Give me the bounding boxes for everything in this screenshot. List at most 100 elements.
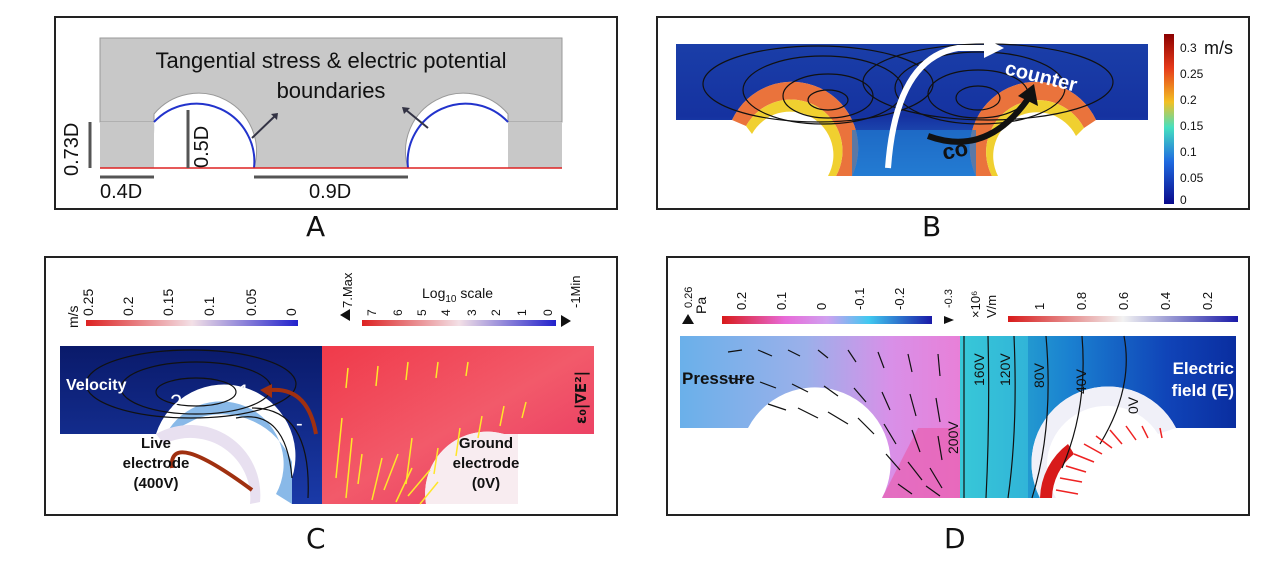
minus-sign: -: [296, 413, 303, 435]
pointer-arrowhead-left: [271, 113, 278, 120]
cb-tick-5: 0.05: [1180, 171, 1204, 185]
right-electrode-arc: [406, 102, 509, 169]
counter-arrow: [885, 45, 988, 169]
contour-2: 120V: [997, 353, 1013, 386]
ground-line3: (0V): [472, 475, 500, 492]
log-tick-7: 0: [541, 309, 555, 316]
ef-tick-1: 0.8: [1074, 292, 1089, 310]
left-hotspot: [732, 81, 859, 176]
panel-c: m/s 0.25 0.2 0.15 0.1 0.05 0 7.Max Log10…: [44, 256, 618, 516]
pressure-max-marker: [682, 314, 694, 324]
min-marker: [561, 315, 571, 327]
panel-a-label: A: [306, 210, 326, 243]
cb-tick-6: 0: [1180, 193, 1187, 207]
num-1: 1: [238, 380, 250, 405]
vel-unit: m/s: [65, 305, 81, 328]
cb-tick-3: 0.15: [1180, 119, 1204, 133]
field-high-zone: [960, 336, 1028, 498]
pressure-max: 0.26: [683, 287, 695, 308]
field-region: [960, 336, 1236, 498]
live-electrode-band: [156, 424, 261, 504]
velocity-field: [60, 346, 322, 504]
log-tick-3: 4: [439, 309, 453, 316]
panel-d-plot: 0.26 Pa 0.2 0.1 0 -0.1 -0.2 -0.3 ×10⁶ V/…: [680, 287, 1238, 499]
ef-tick-0: 1: [1032, 303, 1047, 310]
log-tick-6: 1: [515, 309, 529, 316]
right-lower-block: [508, 122, 562, 168]
field-symbol: ε₀|∇E²|: [572, 371, 591, 424]
velocity-near-electrode: [166, 401, 292, 504]
vel-tick-0: 0.25: [80, 289, 96, 316]
vel-tick-2: 0.15: [160, 289, 176, 316]
pr-tick-2: 0: [814, 303, 829, 310]
pointer-arrowhead-right: [402, 107, 410, 114]
log-tick-0: 7: [365, 309, 379, 316]
e-field-region: [322, 346, 594, 504]
log-tick-2: 5: [415, 309, 429, 316]
cb-tick-4: 0.1: [1180, 145, 1197, 159]
field-step-cut: [1176, 428, 1236, 438]
panel-d-label: D: [944, 522, 966, 555]
vel-tick-3: 0.1: [201, 296, 217, 316]
contour-5: 0V: [1125, 396, 1141, 414]
panel-a-geometry: Tangential stress & electric potential b…: [61, 37, 563, 203]
log-scale-label: Log10 scale: [422, 285, 493, 305]
log-tick-4: 3: [465, 309, 479, 316]
velocity-label: Velocity: [66, 377, 127, 394]
pointer-arrow-right: [405, 109, 429, 129]
live-line3: (400V): [133, 475, 178, 492]
dim-step-label: 0.4D: [100, 181, 142, 203]
right-hotspot: [969, 81, 1096, 176]
num-2: 2: [170, 390, 182, 415]
log-tick-5: 2: [489, 309, 503, 316]
min-label: -1Min: [568, 275, 583, 308]
cb-tick-0: 0.3: [1180, 41, 1197, 55]
pressure-unit: Pa: [693, 297, 709, 314]
contour-0: 200V: [945, 421, 961, 454]
live-line2: electrode: [123, 455, 190, 472]
vel-tick-5: 0: [283, 308, 299, 316]
panel-b-label: B: [922, 210, 942, 243]
velocity-colorbar: [86, 320, 298, 326]
log-tick-1: 6: [391, 309, 405, 316]
voltage-contours: [963, 335, 1127, 499]
left-lower-block: [100, 122, 154, 168]
pressure-field: [680, 336, 960, 498]
left-electrode-arc: [153, 102, 256, 169]
pressure-label: Pressure: [682, 369, 755, 388]
pr-tick-1: 0.1: [774, 292, 789, 310]
path-arrowhead-1: [260, 384, 272, 398]
path-arrow-1: [271, 387, 318, 435]
ef-tick-3: 0.4: [1158, 292, 1173, 310]
field-colorbar: [1008, 316, 1238, 322]
ef-tick-4: 0.2: [1200, 292, 1215, 310]
co-arrowhead: [1018, 84, 1038, 106]
field-vectors: [1055, 425, 1163, 495]
dim-gap-label: 0.9D: [309, 181, 351, 203]
gap-region: [852, 130, 976, 176]
field-label-1: Electric: [1173, 359, 1234, 378]
colorbar-unit: m/s: [1204, 38, 1233, 58]
contour-1: 160V: [971, 353, 987, 386]
pointer-arrow-left: [251, 114, 277, 139]
pr-tick-4: -0.2: [892, 288, 907, 310]
contour-3: 80V: [1031, 362, 1047, 388]
pressure-step-cut: [680, 428, 746, 438]
field-electrode-hot: [1040, 444, 1074, 498]
e-field-arrows: [335, 361, 527, 505]
panel-c-plot: m/s 0.25 0.2 0.15 0.1 0.05 0 7.Max Log10…: [60, 272, 594, 505]
pr-tick-0: 0.2: [734, 292, 749, 310]
pressure-vectors: [727, 349, 943, 497]
plus-sign: +: [234, 414, 247, 439]
cb-tick-1: 0.25: [1180, 67, 1204, 81]
pressure-high-zone: [882, 428, 960, 498]
pressure-min: -0.3: [943, 289, 955, 308]
vel-tick-1: 0.2: [120, 296, 136, 316]
pr-tick-3: -0.1: [852, 288, 867, 310]
contour-4: 40V: [1073, 368, 1089, 394]
vel-tick-4: 0.05: [243, 289, 259, 316]
dim-radius-label: 0.5D: [191, 126, 213, 168]
field-electrode-glow: [1031, 386, 1176, 498]
panel-b: counter co 0.3 0.25 0.2 0.15 0.1 0.05 0 …: [656, 16, 1250, 210]
field-unit1: ×10⁶: [968, 291, 983, 318]
